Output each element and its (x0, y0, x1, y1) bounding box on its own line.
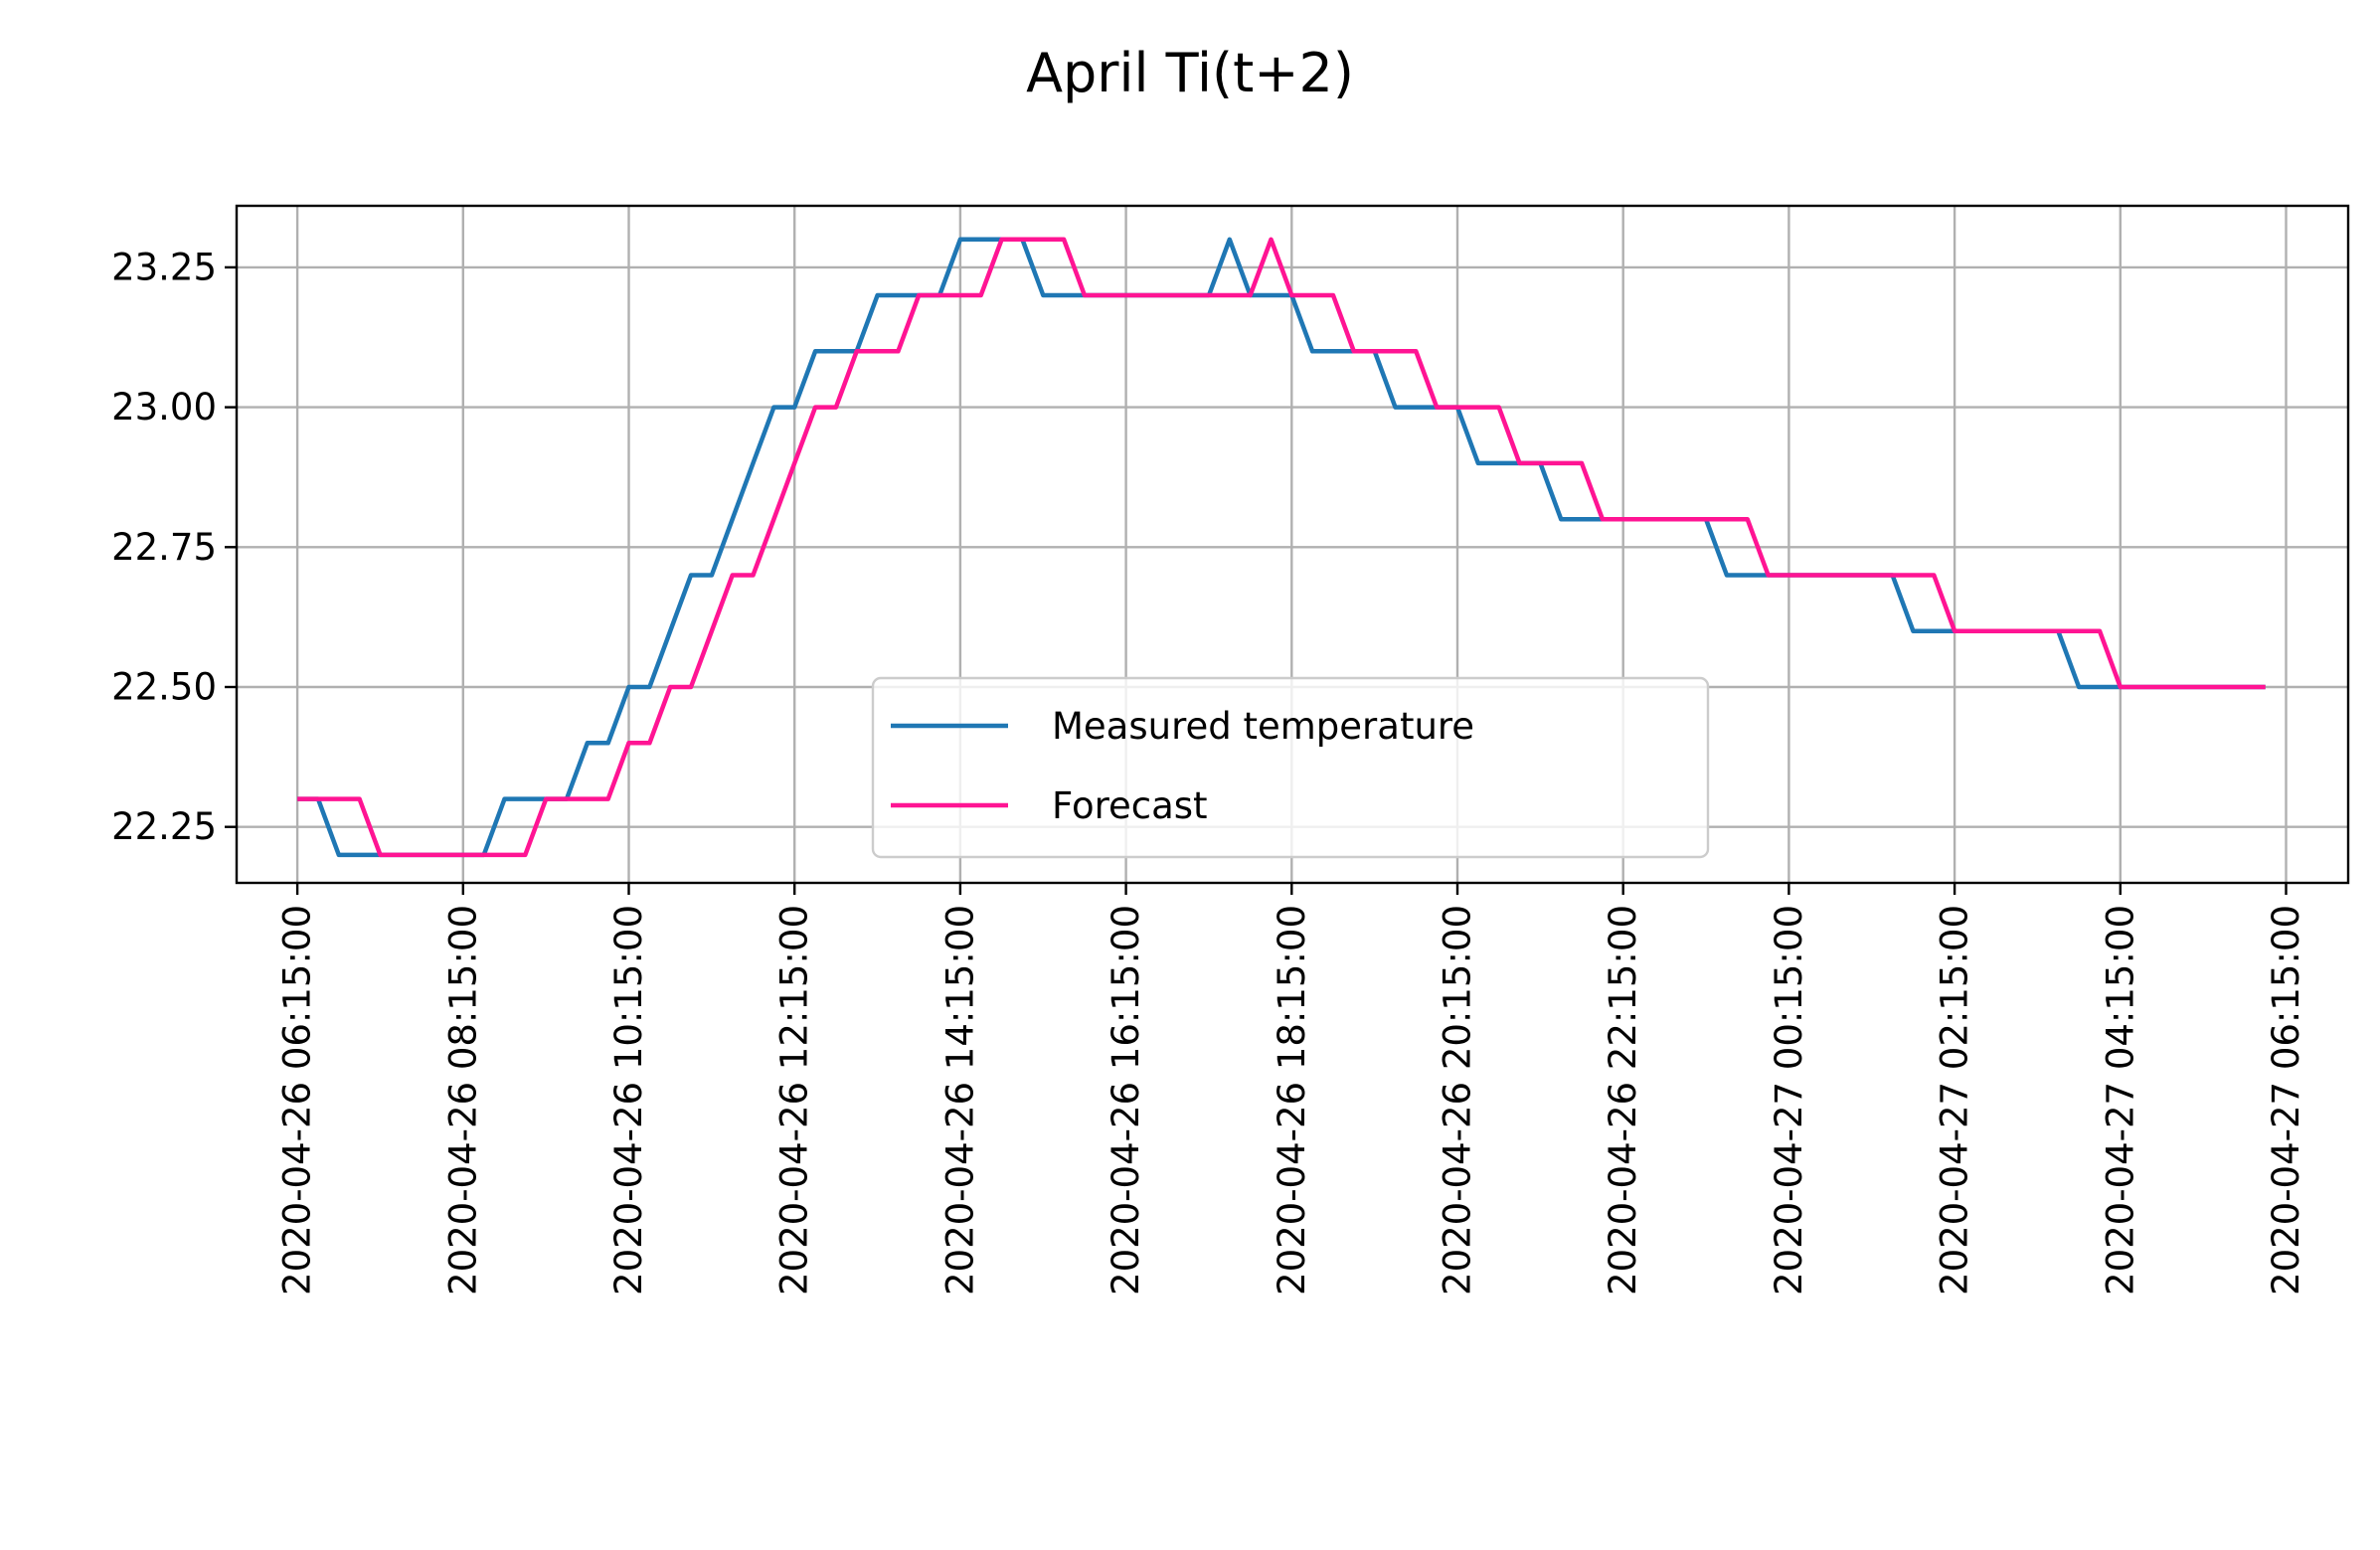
legend-label-forecast: Forecast (1052, 784, 1208, 827)
chart-title: April Ti(t+2) (1026, 42, 1354, 104)
series-line-measured (297, 237, 2266, 858)
x-tick-label: 2020-04-27 06:15:00 (2265, 905, 2307, 1295)
x-tick-label: 2020-04-26 10:15:00 (607, 905, 650, 1295)
x-tick-label: 2020-04-26 08:15:00 (441, 905, 484, 1295)
x-tick-label: 2020-04-26 12:15:00 (773, 905, 816, 1295)
y-tick-label: 22.75 (111, 526, 217, 569)
x-tick-label: 2020-04-26 06:15:00 (276, 905, 319, 1295)
x-tick-label: 2020-04-26 14:15:00 (938, 905, 981, 1295)
x-tick-label: 2020-04-26 16:15:00 (1105, 905, 1147, 1295)
x-tick-label: 2020-04-27 00:15:00 (1768, 905, 1810, 1295)
y-tick-label: 22.25 (111, 805, 217, 848)
legend: Measured temperature Forecast (871, 676, 1710, 859)
legend-label-measured: Measured temperature (1052, 705, 1474, 748)
y-tick-label: 23.25 (111, 246, 217, 288)
x-tick-label: 2020-04-27 04:15:00 (2099, 905, 2141, 1295)
legend-box (871, 676, 1710, 859)
x-tick-label: 2020-04-26 22:15:00 (1602, 905, 1644, 1295)
y-tick-label: 22.50 (111, 666, 217, 709)
x-tick-label: 2020-04-26 20:15:00 (1437, 905, 1479, 1295)
y-tick-label: 23.00 (111, 386, 217, 429)
x-tick-label: 2020-04-26 18:15:00 (1271, 905, 1313, 1295)
series-line-forecast (297, 237, 2266, 858)
series-layer (297, 237, 2266, 858)
x-tick-label: 2020-04-27 02:15:00 (1934, 905, 1976, 1295)
axes: 2020-04-26 06:15:00 2020-04-26 08:15:00 20… (111, 246, 2307, 1295)
